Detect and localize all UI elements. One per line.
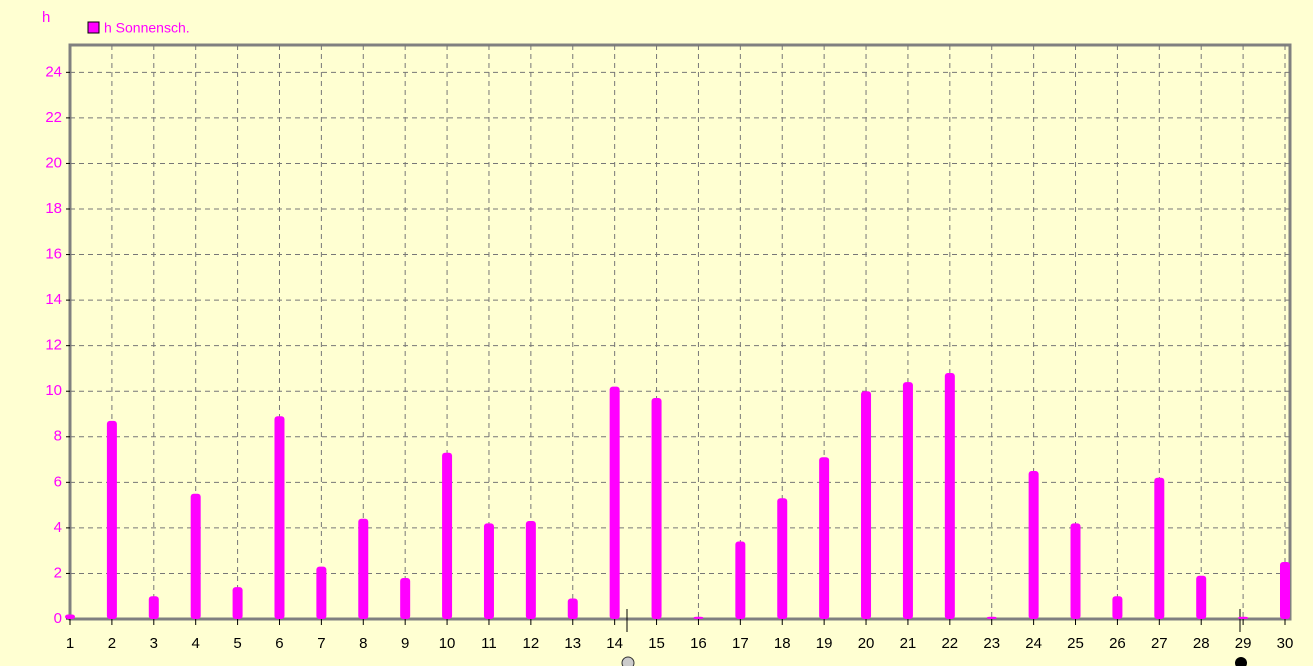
bar — [483, 523, 494, 619]
bar — [1196, 575, 1207, 619]
x-tick-label: 7 — [317, 635, 325, 652]
bar — [902, 382, 913, 619]
x-tick-label: 24 — [1025, 635, 1042, 652]
y-axis-label: h — [42, 9, 50, 26]
x-tick-label: 23 — [983, 635, 1000, 652]
y-tick-label: 12 — [45, 337, 62, 354]
bar — [567, 598, 578, 619]
y-tick-label: 20 — [45, 154, 62, 171]
bar — [944, 373, 955, 619]
bar — [1112, 596, 1123, 619]
x-tick-label: 4 — [192, 635, 200, 652]
bar — [106, 420, 117, 619]
bar — [65, 614, 75, 619]
bar — [1028, 470, 1039, 619]
x-tick-label: 21 — [900, 635, 917, 652]
bar — [316, 566, 327, 619]
y-tick-label: 22 — [45, 109, 62, 126]
bar — [777, 498, 788, 619]
bar — [735, 541, 746, 619]
bar — [693, 616, 704, 619]
x-tick-label: 16 — [690, 635, 707, 652]
y-tick-label: 24 — [45, 63, 62, 80]
y-tick-label: 6 — [54, 473, 62, 490]
y-tick-label: 16 — [45, 246, 62, 263]
x-tick-label: 18 — [774, 635, 791, 652]
bar — [1280, 562, 1290, 619]
bar — [1070, 523, 1081, 619]
x-tick-label: 26 — [1109, 635, 1126, 652]
y-tick-label: 10 — [45, 382, 62, 399]
plot-frame — [68, 43, 1292, 621]
y-tick-label: 4 — [54, 519, 62, 536]
x-tick-label: 25 — [1067, 635, 1084, 652]
x-tick-label: 12 — [523, 635, 540, 652]
bar — [190, 493, 201, 619]
x-tick-label: 6 — [275, 635, 283, 652]
x-tick-label: 22 — [941, 635, 958, 652]
bar — [274, 416, 285, 619]
bar — [442, 452, 453, 619]
x-tick-label: 15 — [648, 635, 665, 652]
x-tick-label: 10 — [439, 635, 456, 652]
bar — [819, 457, 830, 619]
x-tick-label: 8 — [359, 635, 367, 652]
bar — [651, 398, 662, 619]
marker-dot — [621, 656, 635, 666]
marker-dot — [1235, 657, 1247, 666]
y-tick-label: 0 — [54, 610, 62, 627]
y-tick-label: 2 — [54, 564, 62, 581]
x-tick-label: 28 — [1193, 635, 1210, 652]
x-tick-label: 20 — [858, 635, 875, 652]
y-tick-label: 14 — [45, 291, 62, 308]
legend-swatch — [87, 21, 100, 34]
x-tick-label: 19 — [816, 635, 833, 652]
x-tick-label: 14 — [606, 635, 623, 652]
x-tick-label: 5 — [233, 635, 241, 652]
bar — [609, 386, 620, 619]
legend-label: h Sonnensch. — [104, 20, 190, 36]
x-tick-label: 29 — [1235, 635, 1252, 652]
bar — [525, 521, 536, 619]
bar — [148, 596, 159, 619]
bar — [1238, 616, 1249, 619]
y-tick-label: 8 — [54, 428, 62, 445]
x-tick-label: 30 — [1277, 635, 1294, 652]
bar — [861, 391, 872, 619]
x-tick-label: 9 — [401, 635, 409, 652]
x-tick-label: 2 — [108, 635, 116, 652]
x-tick-label: 27 — [1151, 635, 1168, 652]
x-tick-label: 13 — [564, 635, 581, 652]
bar — [232, 587, 243, 619]
bar — [986, 616, 997, 619]
y-tick-label: 18 — [45, 200, 62, 217]
x-tick-label: 1 — [66, 635, 74, 652]
bar — [400, 578, 411, 619]
bar — [1154, 477, 1165, 619]
bar — [358, 518, 369, 619]
x-tick-label: 17 — [732, 635, 749, 652]
x-tick-label: 11 — [481, 635, 497, 652]
x-tick-label: 3 — [150, 635, 158, 652]
